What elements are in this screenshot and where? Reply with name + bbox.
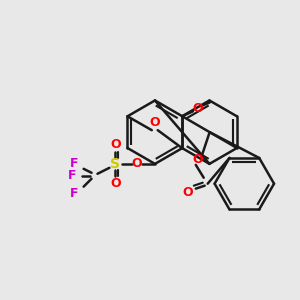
Text: S: S [110, 157, 120, 171]
Text: O: O [110, 177, 121, 190]
Text: F: F [68, 169, 76, 182]
Text: O: O [182, 186, 193, 199]
Text: F: F [70, 158, 78, 170]
Text: O: O [110, 138, 121, 151]
Text: O: O [132, 158, 142, 170]
Text: O: O [149, 116, 160, 129]
Text: O: O [193, 102, 203, 115]
Text: F: F [70, 187, 78, 200]
Text: O: O [193, 153, 203, 167]
